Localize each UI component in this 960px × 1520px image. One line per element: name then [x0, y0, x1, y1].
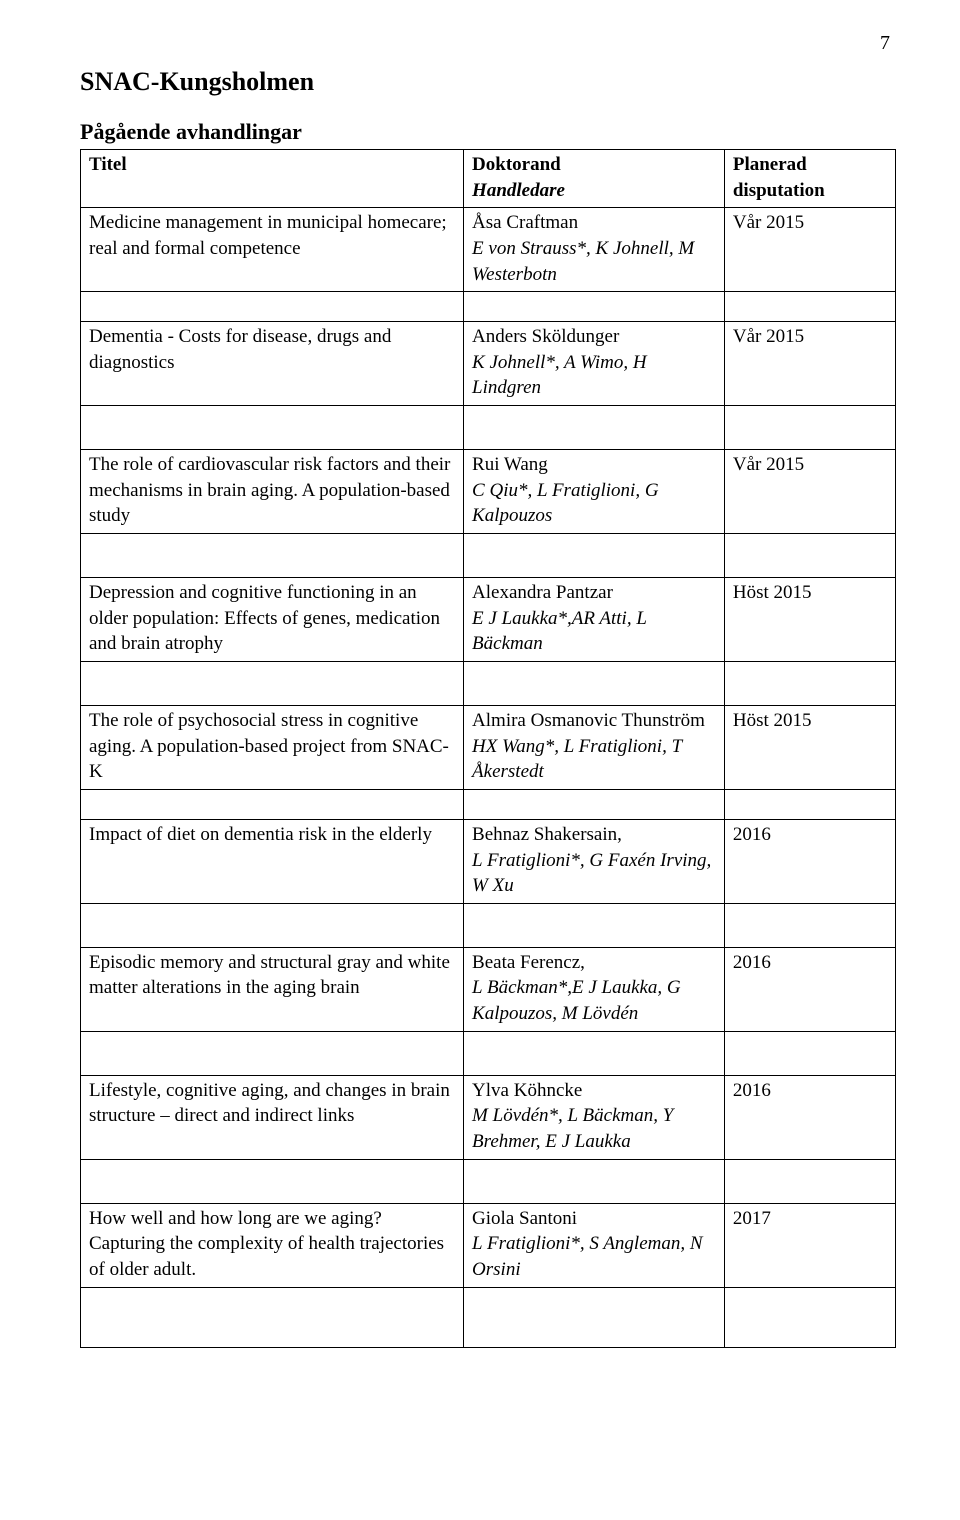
spacer-row [81, 1031, 896, 1075]
spacer-row [81, 903, 896, 947]
cell-disputation: 2016 [724, 819, 895, 903]
table-row: Lifestyle, cognitive aging, and changes … [81, 1075, 896, 1159]
cell-disputation: Vår 2015 [724, 450, 895, 534]
cell-disputation: Vår 2015 [724, 322, 895, 406]
cell-title: Depression and cognitive functioning in … [81, 578, 464, 662]
table-row: Dementia - Costs for disease, drugs and … [81, 322, 896, 406]
spacer-row [81, 661, 896, 705]
spacer-row [81, 1159, 896, 1203]
cell-title: Impact of diet on dementia risk in the e… [81, 819, 464, 903]
cell-disputation: 2016 [724, 947, 895, 1031]
spacer-row [81, 1287, 896, 1347]
cell-doktorand-handledare: Almira Osmanovic ThunströmHX Wang*, L Fr… [464, 705, 725, 789]
header-doktorand: Doktorand Handledare [464, 150, 725, 208]
main-heading: SNAC-Kungsholmen [80, 67, 896, 97]
cell-doktorand-handledare: Åsa CraftmanE von Strauss*, K Johnell, M… [464, 208, 725, 292]
cell-title: How well and how long are we aging? Capt… [81, 1203, 464, 1287]
table-row: Depression and cognitive functioning in … [81, 578, 896, 662]
cell-title: Medicine management in municipal homecar… [81, 208, 464, 292]
spacer-row [81, 789, 896, 819]
cell-disputation: 2017 [724, 1203, 895, 1287]
cell-disputation: Höst 2015 [724, 578, 895, 662]
sub-heading: Pågående avhandlingar [80, 119, 896, 145]
cell-disputation: Vår 2015 [724, 208, 895, 292]
cell-title: Episodic memory and structural gray and … [81, 947, 464, 1031]
header-titel: Titel [81, 150, 464, 208]
cell-doktorand-handledare: Anders SköldungerK Johnell*, A Wimo, H L… [464, 322, 725, 406]
cell-title: The role of psychosocial stress in cogni… [81, 705, 464, 789]
cell-doktorand-handledare: Giola SantoniL Fratiglioni*, S Angleman,… [464, 1203, 725, 1287]
spacer-row [81, 292, 896, 322]
cell-disputation: 2016 [724, 1075, 895, 1159]
cell-doktorand-handledare: Beata Ferencz,L Bäckman*,E J Laukka, G K… [464, 947, 725, 1031]
cell-title: Lifestyle, cognitive aging, and changes … [81, 1075, 464, 1159]
cell-doktorand-handledare: Ylva KöhnckeM Lövdén*, L Bäckman, Y Breh… [464, 1075, 725, 1159]
table-row: How well and how long are we aging? Capt… [81, 1203, 896, 1287]
cell-title: Dementia - Costs for disease, drugs and … [81, 322, 464, 406]
page-number: 7 [80, 32, 896, 55]
dissertations-table: Titel Doktorand Handledare Planerad disp… [80, 149, 896, 1348]
cell-title: The role of cardiovascular risk factors … [81, 450, 464, 534]
cell-doktorand-handledare: Rui WangC Qiu*, L Fratiglioni, G Kalpouz… [464, 450, 725, 534]
table-row: The role of cardiovascular risk factors … [81, 450, 896, 534]
table-row: The role of psychosocial stress in cogni… [81, 705, 896, 789]
cell-disputation: Höst 2015 [724, 705, 895, 789]
spacer-row [81, 406, 896, 450]
table-header-row: Titel Doktorand Handledare Planerad disp… [81, 150, 896, 208]
table-row: Impact of diet on dementia risk in the e… [81, 819, 896, 903]
cell-doktorand-handledare: Alexandra PantzarE J Laukka*,AR Atti, L … [464, 578, 725, 662]
header-planerad: Planerad disputation [724, 150, 895, 208]
cell-doktorand-handledare: Behnaz Shakersain,L Fratiglioni*, G Faxé… [464, 819, 725, 903]
spacer-row [81, 534, 896, 578]
table-row: Medicine management in municipal homecar… [81, 208, 896, 292]
table-row: Episodic memory and structural gray and … [81, 947, 896, 1031]
